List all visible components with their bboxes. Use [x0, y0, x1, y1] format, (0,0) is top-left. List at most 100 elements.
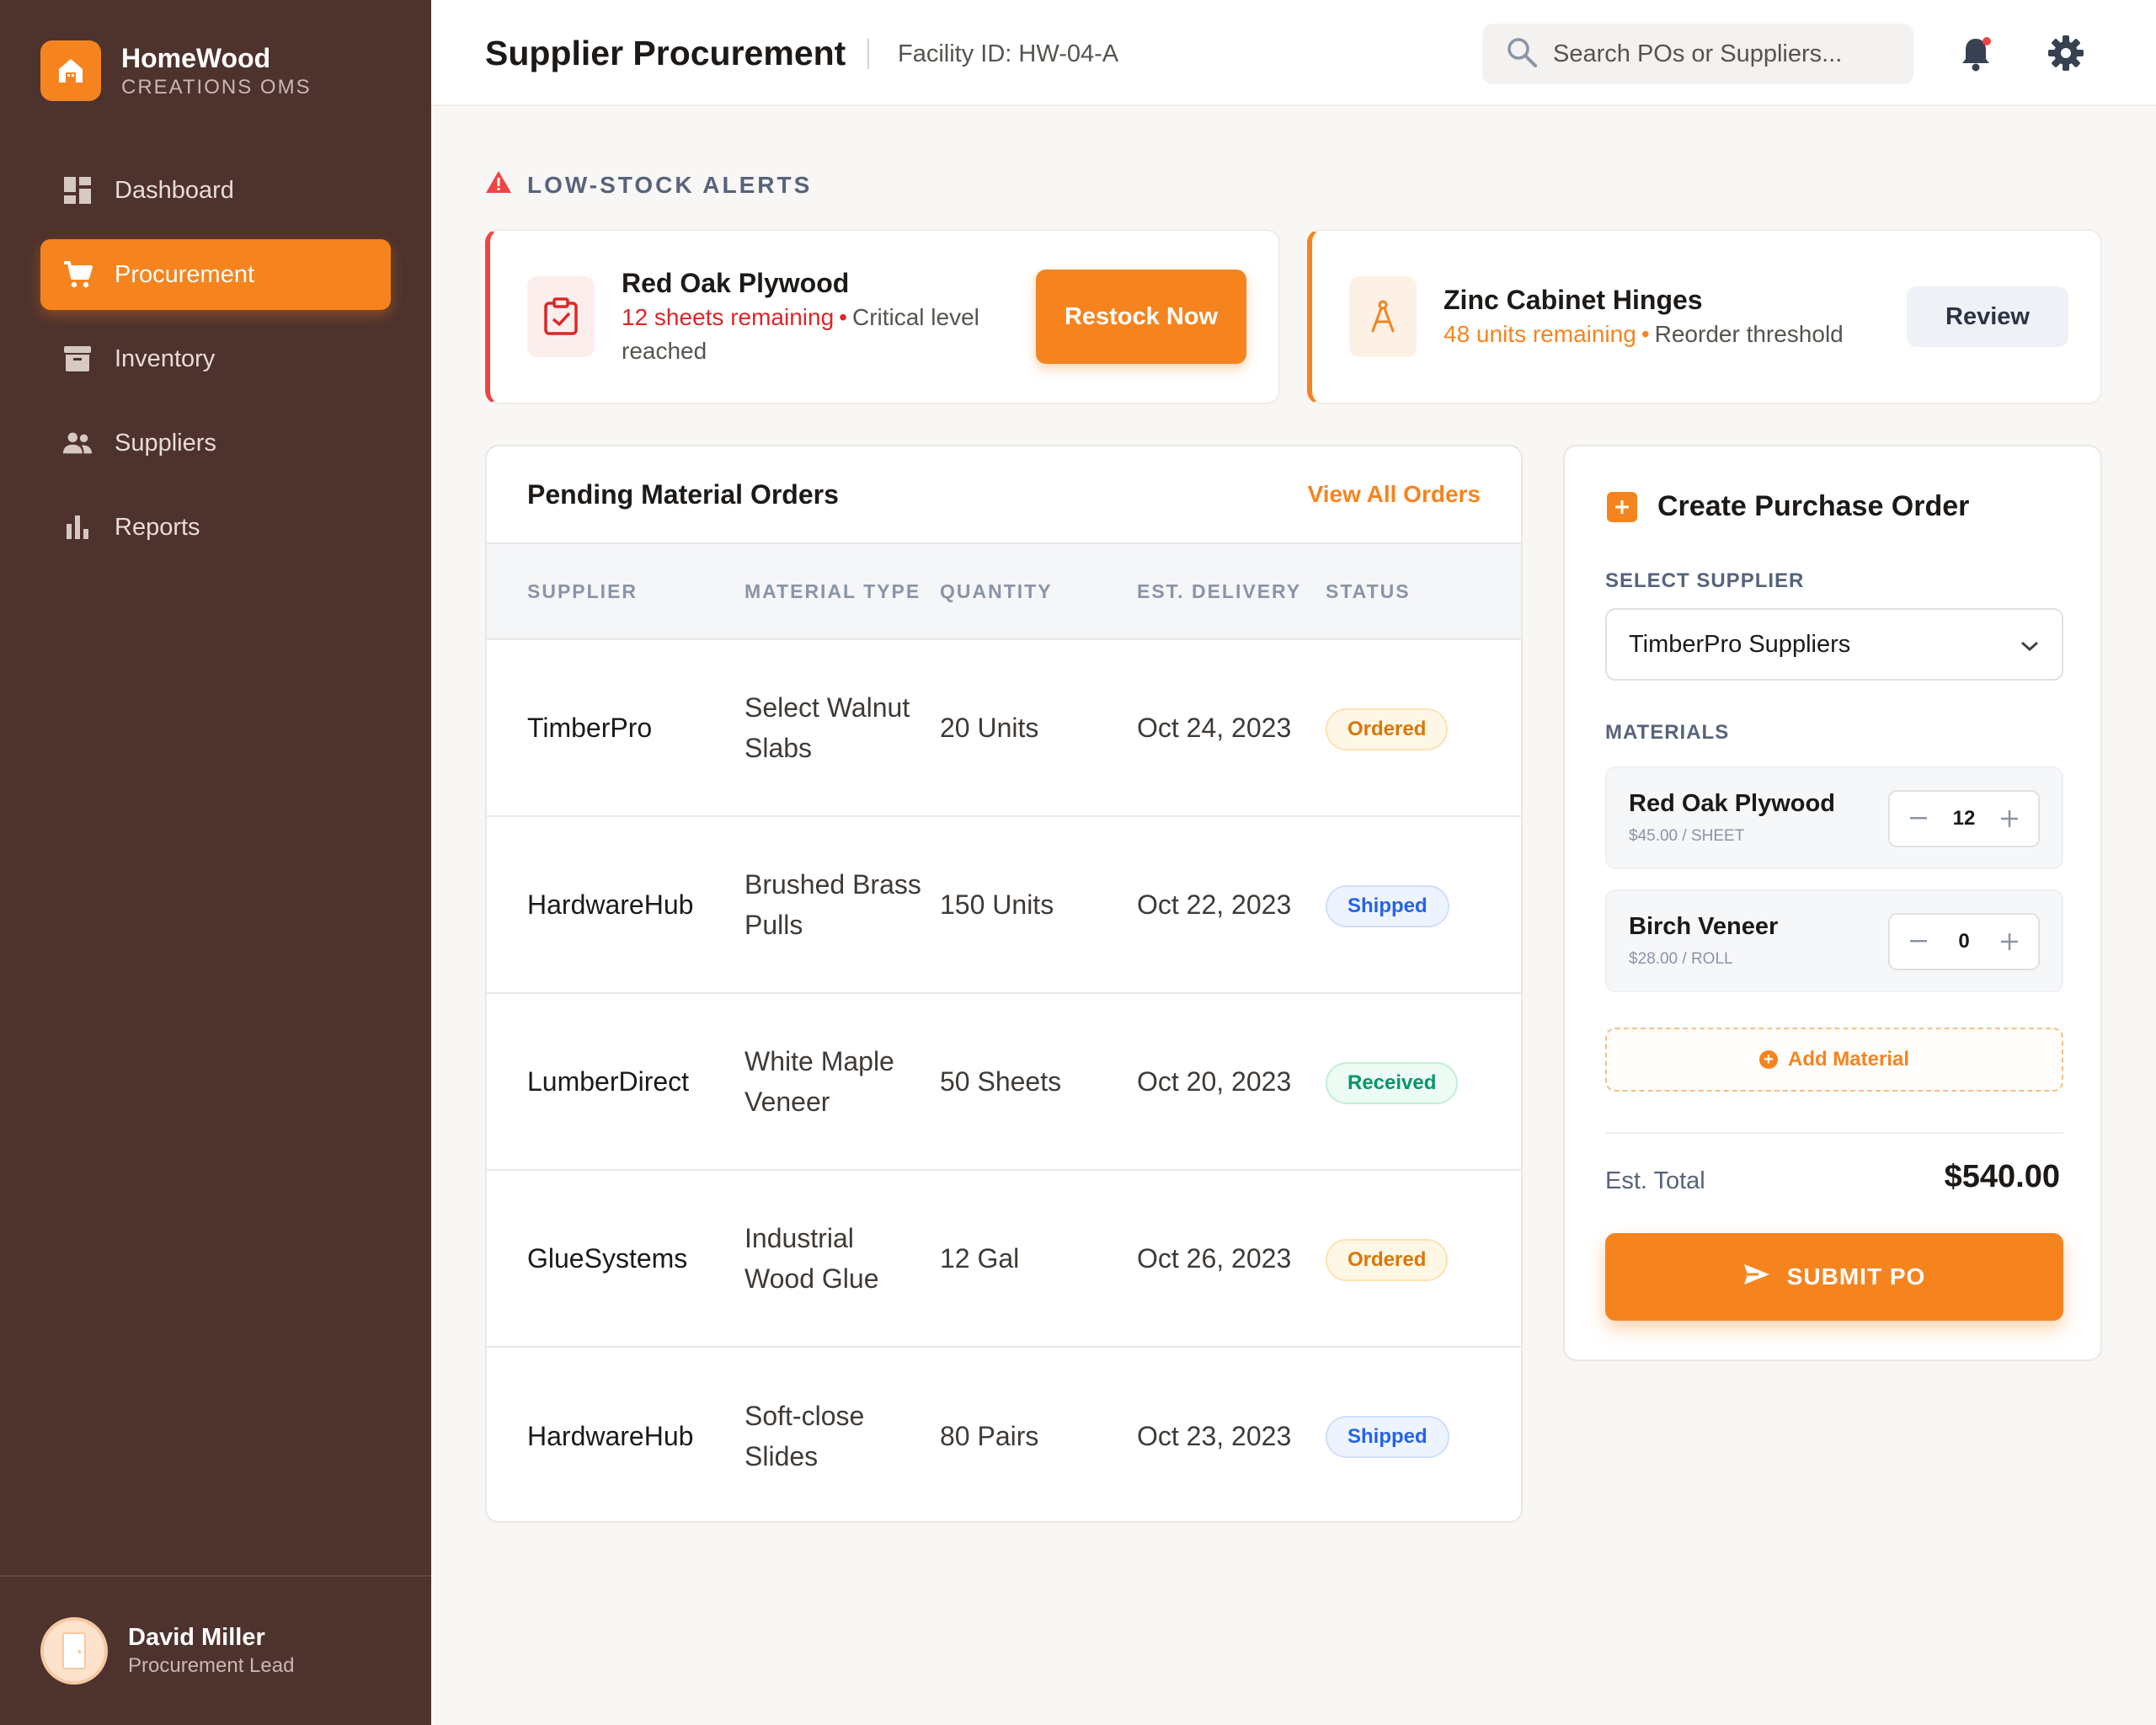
- alert-card-zinc-hinges: Zinc Cabinet Hinges 48 units remaining • R…: [1307, 229, 2102, 404]
- cell-supplier: GlueSystems: [527, 1243, 688, 1274]
- facility-id: Facility ID: HW-04-A: [898, 40, 1119, 67]
- decrement-button[interactable]: [1905, 805, 1932, 832]
- brand: HomeWood CREATIONS OMS: [40, 40, 312, 101]
- column-header-supplier[interactable]: SUPPLIER: [527, 580, 638, 602]
- cell-supplier: HardwareHub: [527, 889, 694, 920]
- people-icon: [62, 428, 93, 458]
- table-row[interactable]: GlueSystems Industrial Wood Glue 12 Gal …: [487, 1170, 1521, 1347]
- alert-highlight: 48 units remaining: [1444, 321, 1636, 347]
- table-row[interactable]: HardwareHub Soft-close Slides 80 Pairs O…: [487, 1347, 1521, 1521]
- table-row[interactable]: LumberDirect White Maple Veneer 50 Sheet…: [487, 993, 1521, 1170]
- warning-icon: [485, 170, 512, 200]
- pending-orders-card: Pending Material Orders View All Orders …: [485, 445, 1523, 1523]
- material-item-red-oak: Red Oak Plywood $45.00 / SHEET 12: [1605, 766, 2063, 869]
- search-input[interactable]: [1553, 40, 1890, 68]
- cell-supplier: LumberDirect: [527, 1066, 690, 1097]
- cell-delivery: Oct 26, 2023: [1137, 1243, 1292, 1274]
- view-all-orders-link[interactable]: View All Orders: [1307, 481, 1481, 507]
- cell-material: White Maple Veneer: [744, 1046, 894, 1117]
- review-button[interactable]: Review: [1907, 286, 2068, 347]
- sidebar-item-label: Suppliers: [115, 429, 216, 457]
- avatar: [40, 1617, 108, 1685]
- send-icon: [1743, 1263, 1787, 1292]
- gear-icon: [2047, 35, 2085, 76]
- alert-highlight: 12 sheets remaining: [622, 304, 835, 330]
- sidebar-item-label: Procurement: [115, 260, 255, 288]
- material-item-birch: Birch Veneer $28.00 / ROLL 0: [1605, 889, 2063, 992]
- material-name: Birch Veneer: [1629, 913, 1779, 940]
- quantity-stepper: 0: [1888, 913, 2040, 970]
- material-price: $45.00 / SHEET: [1629, 827, 1745, 845]
- archive-icon: [62, 344, 93, 374]
- sidebar-item-label: Dashboard: [115, 176, 234, 204]
- search-bar[interactable]: [1482, 24, 1913, 84]
- est-total-label: Est. Total: [1605, 1167, 1705, 1194]
- topbar: Supplier Procurement Facility ID: HW-04-…: [431, 0, 2156, 106]
- plus-square-icon: [1607, 491, 1637, 522]
- home-logo-icon: [40, 40, 101, 101]
- notifications-button[interactable]: [1956, 34, 1996, 74]
- orders-title: Pending Material Orders: [527, 478, 839, 510]
- user-role: Procurement Lead: [128, 1654, 295, 1677]
- cell-quantity: 150 Units: [940, 889, 1054, 920]
- est-total-value: $540.00: [1944, 1159, 2060, 1194]
- user-profile[interactable]: David Miller Procurement Lead: [0, 1575, 431, 1725]
- cell-supplier: TimberPro: [527, 713, 653, 743]
- alert-title: Red Oak Plywood: [622, 268, 850, 298]
- sidebar-item-inventory[interactable]: Inventory: [40, 323, 391, 394]
- cell-quantity: 12 Gal: [940, 1243, 1020, 1274]
- low-stock-label: LOW-STOCK ALERTS: [527, 171, 813, 198]
- title-divider: [867, 39, 869, 69]
- orders-table: SUPPLIER MATERIAL TYPE QUANTITY EST. DEL…: [487, 542, 1521, 1521]
- alert-card-red-oak: Red Oak Plywood 12 sheets remaining • Crit…: [485, 229, 1280, 404]
- quantity-stepper: 12: [1888, 790, 2040, 847]
- quantity-value[interactable]: 0: [1958, 930, 1970, 953]
- cell-material: Select Walnut Slabs: [744, 692, 910, 763]
- increment-button[interactable]: [1996, 805, 2023, 832]
- increment-button[interactable]: [1996, 928, 2023, 955]
- alert-note: Reorder threshold: [1654, 321, 1844, 347]
- submit-po-button[interactable]: SUBMIT PO: [1605, 1233, 2063, 1321]
- supplier-select-value: TimberPro Suppliers: [1629, 630, 1851, 658]
- cell-delivery: Oct 23, 2023: [1137, 1420, 1292, 1451]
- notification-dot: [1983, 37, 1991, 45]
- cart-icon: [62, 259, 93, 290]
- sidebar-nav: Dashboard Procurement Inventory Supplier…: [40, 155, 391, 576]
- column-header-status[interactable]: STATUS: [1326, 580, 1411, 602]
- restock-now-button[interactable]: Restock Now: [1036, 270, 1246, 364]
- quantity-value[interactable]: 12: [1952, 807, 1976, 830]
- material-name: Red Oak Plywood: [1629, 790, 1835, 817]
- cell-quantity: 20 Units: [940, 713, 1039, 743]
- sidebar-item-suppliers[interactable]: Suppliers: [40, 408, 391, 478]
- material-price: $28.00 / ROLL: [1629, 950, 1733, 968]
- status-badge: Received: [1326, 1061, 1459, 1104]
- column-header-delivery[interactable]: EST. DELIVERY: [1137, 580, 1302, 602]
- table-row[interactable]: HardwareHub Brushed Brass Pulls 150 Unit…: [487, 816, 1521, 993]
- cell-delivery: Oct 24, 2023: [1137, 713, 1292, 743]
- column-header-quantity[interactable]: QUANTITY: [940, 580, 1053, 602]
- alert-title: Zinc Cabinet Hinges: [1444, 285, 1703, 315]
- sidebar-item-reports[interactable]: Reports: [40, 492, 391, 563]
- add-material-button[interactable]: + Add Material: [1605, 1028, 2063, 1092]
- sidebar-item-dashboard[interactable]: Dashboard: [40, 155, 391, 226]
- sidebar-item-procurement[interactable]: Procurement: [40, 239, 391, 310]
- bell-icon: [1956, 39, 1996, 77]
- supplier-select[interactable]: TimberPro Suppliers: [1605, 608, 2063, 681]
- dashboard-icon: [62, 175, 93, 206]
- cell-delivery: Oct 22, 2023: [1137, 889, 1292, 920]
- sidebar: HomeWood CREATIONS OMS Dashboard Procure…: [0, 0, 431, 1725]
- cell-material: Brushed Brass Pulls: [744, 869, 921, 940]
- decrement-button[interactable]: [1905, 928, 1932, 955]
- column-header-material[interactable]: MATERIAL TYPE: [744, 580, 921, 602]
- alert-description: 12 sheets remaining • Critical level reach…: [622, 304, 979, 364]
- alert-note: Critical level reached: [622, 304, 979, 364]
- status-badge: Ordered: [1326, 708, 1449, 750]
- table-row[interactable]: TimberPro Select Walnut Slabs 20 Units O…: [487, 639, 1521, 816]
- select-supplier-label: SELECT SUPPLIER: [1605, 569, 1805, 592]
- divider: [1605, 1132, 2063, 1134]
- po-title: Create Purchase Order: [1657, 490, 1970, 522]
- cell-quantity: 80 Pairs: [940, 1420, 1039, 1451]
- settings-button[interactable]: [2047, 34, 2087, 74]
- add-material-label: Add Material: [1787, 1048, 1910, 1071]
- bar-chart-icon: [62, 512, 93, 542]
